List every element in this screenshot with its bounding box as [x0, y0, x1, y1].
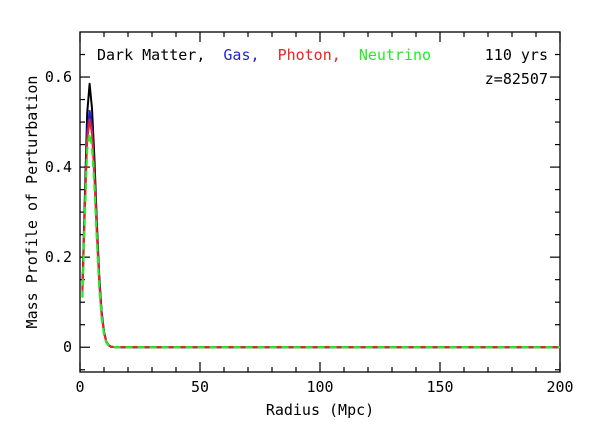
y-tick-label: 0.4 — [45, 158, 72, 176]
legend-photon: Photon, — [278, 46, 341, 64]
x-tick-label: 50 — [191, 378, 209, 396]
y-axis-title: Mass Profile of Perturbation — [23, 76, 41, 329]
series-line-neutrino — [81, 132, 560, 349]
series-line-gas — [81, 109, 560, 349]
legend-gas: Gas, — [223, 46, 259, 64]
axis-tick-labels: 0 50 100 150 200 0 0.2 0.4 0.6 — [45, 68, 574, 396]
y-tick-label: 0.2 — [45, 248, 72, 266]
series-lines — [81, 82, 560, 349]
x-tick-label: 150 — [426, 378, 453, 396]
legend: Dark Matter, Gas, Photon, Neutrino — [97, 46, 431, 64]
x-tick-label: 0 — [75, 378, 84, 396]
x-tick-label: 100 — [306, 378, 333, 396]
legend-neutrino: Neutrino — [359, 46, 431, 64]
x-tick-label: 200 — [546, 378, 573, 396]
redshift-annotation: z=82507 — [485, 70, 548, 88]
time-annotation: 110 yrs — [485, 46, 548, 64]
x-axis-title: Radius (Mpc) — [266, 401, 374, 419]
series-line-photon — [81, 118, 560, 349]
y-tick-label: 0.6 — [45, 68, 72, 86]
series-line-dark-matter — [81, 82, 560, 349]
legend-dark-matter: Dark Matter, — [97, 46, 205, 64]
y-tick-label: 0 — [63, 338, 72, 356]
